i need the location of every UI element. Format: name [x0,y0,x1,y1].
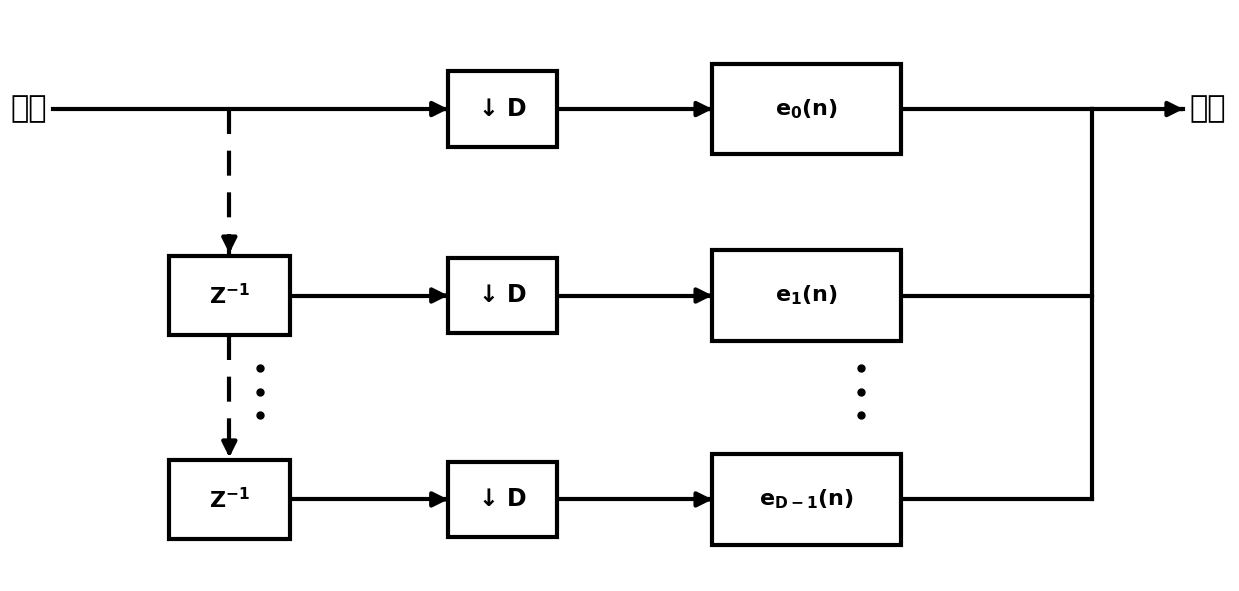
FancyBboxPatch shape [449,71,558,147]
Text: $\mathbf{Z^{-1}}$: $\mathbf{Z^{-1}}$ [209,487,250,512]
Text: $\mathbf{e_0(n)}$: $\mathbf{e_0(n)}$ [776,98,838,121]
FancyBboxPatch shape [712,454,901,544]
Text: ↓ D: ↓ D [479,97,527,121]
Text: ↓ D: ↓ D [479,284,527,307]
FancyBboxPatch shape [169,256,290,335]
FancyBboxPatch shape [169,460,290,539]
FancyBboxPatch shape [449,462,558,537]
FancyBboxPatch shape [712,251,901,340]
Text: 输出: 输出 [1189,95,1225,124]
Text: $\mathbf{e_1(n)}$: $\mathbf{e_1(n)}$ [776,284,838,307]
Text: ↓ D: ↓ D [479,488,527,511]
Text: $\mathbf{e_{D-1}(n)}$: $\mathbf{e_{D-1}(n)}$ [760,488,854,511]
FancyBboxPatch shape [712,64,901,154]
FancyBboxPatch shape [449,258,558,333]
Text: 输入: 输入 [11,95,47,124]
Text: $\mathbf{Z^{-1}}$: $\mathbf{Z^{-1}}$ [209,283,250,308]
